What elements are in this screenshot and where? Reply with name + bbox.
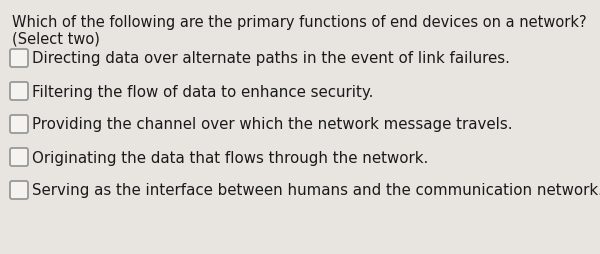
Text: Originating the data that flows through the network.: Originating the data that flows through …: [32, 150, 428, 165]
FancyBboxPatch shape: [10, 148, 28, 166]
FancyBboxPatch shape: [10, 116, 28, 133]
Text: Which of the following are the primary functions of end devices on a network?: Which of the following are the primary f…: [12, 15, 587, 30]
Text: (Select two): (Select two): [12, 31, 100, 46]
Text: Directing data over alternate paths in the event of link failures.: Directing data over alternate paths in t…: [32, 51, 510, 66]
FancyBboxPatch shape: [10, 83, 28, 101]
Text: Providing the channel over which the network message travels.: Providing the channel over which the net…: [32, 117, 512, 132]
FancyBboxPatch shape: [10, 181, 28, 199]
Text: Filtering the flow of data to enhance security.: Filtering the flow of data to enhance se…: [32, 84, 373, 99]
FancyBboxPatch shape: [10, 50, 28, 68]
Text: Serving as the interface between humans and the communication network.: Serving as the interface between humans …: [32, 183, 600, 198]
